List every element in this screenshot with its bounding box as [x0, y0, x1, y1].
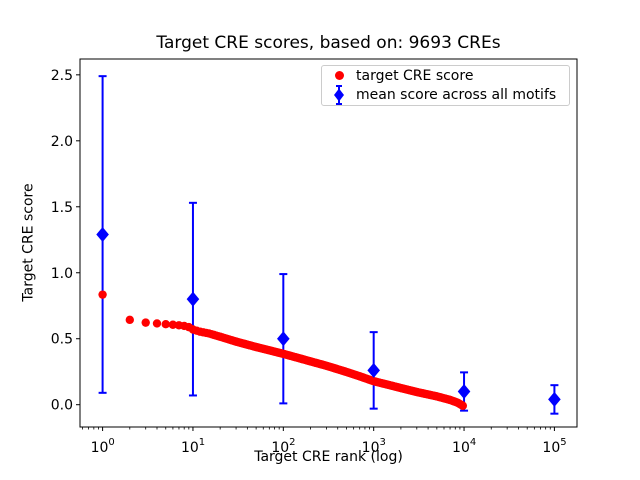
diamond-marker: [96, 226, 109, 242]
diamond-marker: [367, 362, 380, 378]
x-axis-label: Target CRE rank (log): [254, 449, 403, 465]
legend-item-target-cre-score: target CRE score: [322, 66, 569, 85]
legend-item-label: mean score across all motifs: [356, 87, 557, 103]
scatter-dot: [168, 320, 178, 329]
x-tick-label: 102: [271, 437, 295, 456]
x-tick-label: 105: [542, 437, 566, 456]
y-tick-label: 0.0: [51, 398, 73, 414]
legend-diamond-errorbar-icon: [322, 84, 356, 106]
y-axis-label: Target CRE score: [20, 183, 37, 302]
y-tick-label: 1.0: [51, 266, 73, 282]
legend: target CRE score mean score across all m…: [321, 65, 570, 106]
scatter-dot: [98, 290, 107, 299]
y-tick-label: 2.0: [51, 134, 73, 150]
scatter-dot: [161, 320, 170, 329]
diamond-marker: [277, 331, 290, 347]
y-tick-label: 1.5: [51, 200, 73, 216]
chart-title: Target CRE scores, based on: 9693 CREs: [156, 33, 501, 53]
scatter-dot: [125, 315, 134, 325]
scatter-dot: [458, 401, 468, 410]
plot-frame: [79, 58, 578, 428]
mean-score-series: [96, 226, 561, 407]
target-cre-score-series: [98, 290, 468, 410]
diamond-marker: [186, 291, 200, 307]
scatter-dot: [152, 319, 162, 328]
x-tick-label: 100: [91, 437, 115, 456]
y-tick-label: 0.5: [51, 332, 73, 348]
y-tick-label: 2.5: [51, 68, 73, 84]
scatter-dot: [141, 318, 150, 327]
diamond-marker: [548, 391, 561, 407]
legend-item-mean-score: mean score across all motifs: [322, 85, 569, 105]
legend-circle-marker-icon: [322, 71, 356, 80]
x-tick-label: 104: [452, 437, 476, 456]
x-tick-label: 103: [362, 437, 386, 456]
x-tick-label: 101: [181, 437, 205, 456]
legend-item-label: target CRE score: [356, 67, 474, 84]
diamond-marker: [457, 384, 471, 400]
